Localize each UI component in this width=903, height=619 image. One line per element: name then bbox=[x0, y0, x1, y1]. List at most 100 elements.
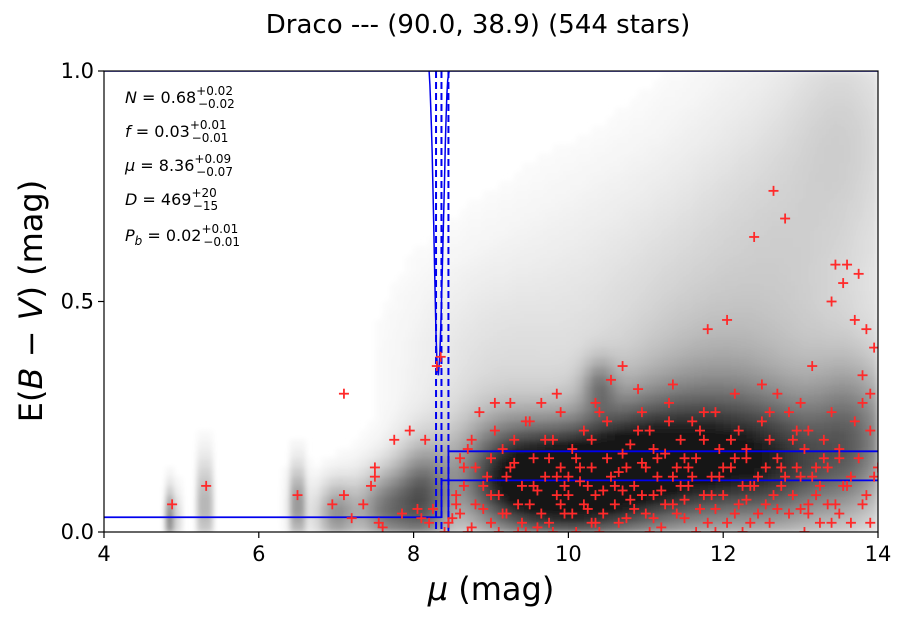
density-cell bbox=[521, 458, 531, 469]
density-cell bbox=[723, 246, 732, 256]
density-cell bbox=[475, 393, 484, 404]
density-cell bbox=[576, 430, 585, 441]
density-cell bbox=[359, 430, 368, 441]
density-cell bbox=[669, 71, 678, 81]
density-cell bbox=[816, 117, 825, 127]
density-cell bbox=[320, 476, 330, 487]
density-cell bbox=[576, 439, 585, 450]
density-cell bbox=[460, 283, 469, 293]
density-cell bbox=[823, 200, 833, 210]
density-cell bbox=[723, 495, 732, 505]
density-cell bbox=[521, 273, 531, 284]
density-cell bbox=[506, 522, 515, 532]
density-cell bbox=[560, 356, 569, 367]
density-cell bbox=[831, 236, 840, 247]
density-cell bbox=[831, 283, 840, 293]
density-cell bbox=[847, 71, 856, 81]
density-cell bbox=[854, 384, 864, 395]
density-cell bbox=[483, 283, 492, 293]
density-cell bbox=[343, 504, 353, 515]
density-cell bbox=[653, 89, 662, 100]
density-cell bbox=[761, 200, 771, 210]
star-point bbox=[327, 499, 338, 510]
density-cell bbox=[545, 319, 554, 330]
density-cell bbox=[653, 301, 662, 312]
density-cell bbox=[390, 292, 399, 303]
density-cell bbox=[390, 513, 399, 524]
density-cell bbox=[521, 384, 531, 395]
star-point bbox=[838, 480, 849, 491]
density-cell bbox=[568, 338, 577, 349]
density-cell bbox=[483, 218, 492, 229]
density-cell bbox=[785, 319, 794, 330]
density-cell bbox=[552, 402, 562, 413]
density-cell bbox=[514, 513, 523, 524]
star-point bbox=[853, 453, 864, 464]
density-cell bbox=[560, 338, 569, 349]
density-cell bbox=[343, 485, 353, 496]
density-cell bbox=[413, 449, 422, 459]
density-cell bbox=[467, 200, 477, 210]
density-cell bbox=[351, 467, 361, 478]
annotation-mu: μ = 8.36+0.09 −0.07 bbox=[124, 152, 233, 179]
density-cell bbox=[343, 458, 353, 469]
density-cell bbox=[746, 283, 755, 293]
density-cell bbox=[568, 467, 577, 478]
density-cell bbox=[421, 283, 430, 293]
density-cell bbox=[452, 522, 461, 532]
star-point bbox=[640, 508, 651, 519]
star-point bbox=[741, 494, 752, 505]
density-cell bbox=[614, 200, 624, 210]
density-cell bbox=[583, 467, 593, 478]
density-cell bbox=[491, 495, 500, 505]
density-cell bbox=[816, 98, 825, 109]
density-cell bbox=[854, 144, 864, 155]
density-cell bbox=[785, 89, 794, 100]
density-cell bbox=[374, 439, 384, 450]
density-cell bbox=[568, 421, 577, 432]
density-cell bbox=[669, 421, 678, 432]
density-cell bbox=[521, 347, 531, 358]
density-cell bbox=[467, 236, 477, 247]
density-cell bbox=[715, 227, 724, 238]
density-cell bbox=[622, 393, 631, 404]
density-cell bbox=[661, 310, 670, 321]
density-cell bbox=[816, 218, 825, 229]
density-cell bbox=[591, 384, 600, 395]
density-cell bbox=[506, 319, 515, 330]
density-cell bbox=[777, 126, 786, 137]
star-point bbox=[369, 462, 380, 473]
star-point bbox=[346, 513, 357, 524]
density-cell bbox=[537, 375, 546, 386]
density-cell bbox=[800, 144, 809, 155]
density-cell bbox=[460, 236, 469, 247]
density-cell bbox=[343, 449, 353, 459]
density-cell bbox=[282, 485, 291, 496]
density-cell bbox=[777, 347, 786, 358]
star-point bbox=[520, 527, 531, 532]
density-cell bbox=[436, 227, 446, 238]
density-cell bbox=[436, 338, 446, 349]
density-cell bbox=[382, 347, 391, 358]
density-cell bbox=[777, 89, 786, 100]
density-cell bbox=[808, 89, 817, 100]
density-cell bbox=[529, 329, 539, 339]
density-cell bbox=[808, 98, 817, 109]
density-cell bbox=[847, 458, 856, 469]
density-cell bbox=[475, 264, 484, 275]
density-cell bbox=[862, 190, 871, 201]
density-cell bbox=[661, 227, 670, 238]
density-cell bbox=[622, 421, 631, 432]
density-cell bbox=[723, 107, 732, 118]
density-cell bbox=[676, 246, 686, 256]
density-cell bbox=[808, 347, 817, 358]
density-cell bbox=[669, 181, 678, 192]
density-cell bbox=[607, 283, 616, 293]
density-cell bbox=[483, 200, 492, 210]
density-cell bbox=[870, 319, 878, 330]
density-cell bbox=[336, 485, 345, 496]
density-cell bbox=[816, 495, 825, 505]
density-cell bbox=[800, 117, 809, 127]
density-cell bbox=[359, 513, 368, 524]
density-cell bbox=[529, 504, 539, 515]
